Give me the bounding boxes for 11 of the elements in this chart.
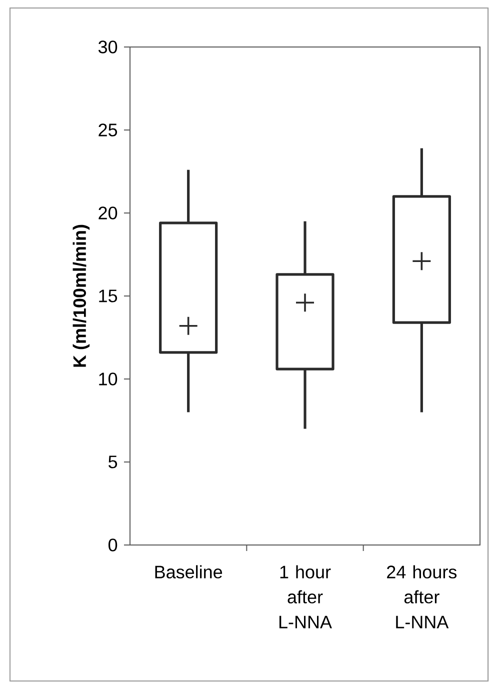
y-axis-title: K (ml/100ml/min): [72, 224, 90, 367]
y-tick-label: 5: [108, 456, 118, 468]
x-tick-label: 24 hours after L-NNA: [387, 565, 457, 628]
x-tick-label: 1 hour after L-NNA: [279, 565, 332, 628]
y-tick-label: 20: [98, 206, 118, 220]
y-tick-label: 25: [98, 124, 118, 136]
x-tick-label: Baseline: [155, 565, 222, 578]
y-tick-label: 0: [108, 538, 118, 552]
y-tick-label: 15: [99, 290, 118, 302]
y-tick-label: 30: [98, 40, 118, 54]
y-tick-label: 10: [99, 372, 118, 386]
